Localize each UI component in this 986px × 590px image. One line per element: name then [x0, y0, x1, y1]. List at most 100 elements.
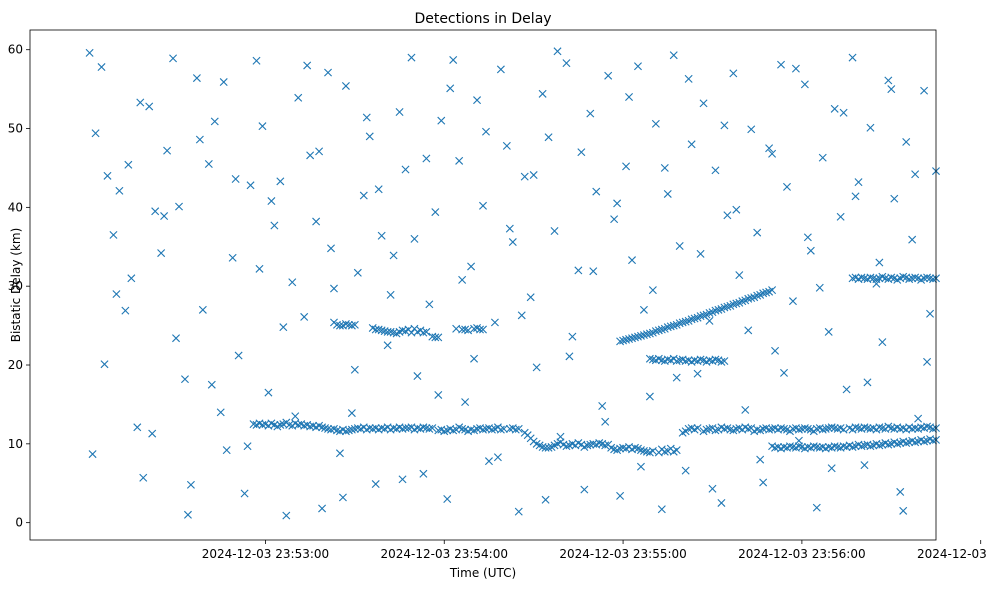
data-point [85, 48, 94, 57]
data-point [803, 233, 812, 242]
data-point [818, 153, 827, 162]
data-point [648, 286, 657, 295]
data-point [711, 355, 720, 364]
data-point [729, 300, 738, 309]
data-point [806, 246, 815, 255]
data-point [902, 137, 911, 146]
data-point [875, 423, 884, 432]
data-point [490, 318, 499, 327]
data-point [759, 289, 768, 298]
data-point [705, 308, 714, 317]
data-point [660, 447, 669, 456]
data-point [723, 302, 732, 311]
data-point [160, 212, 169, 221]
data-point [592, 187, 601, 196]
data-point [899, 272, 908, 281]
data-point [216, 408, 225, 417]
data-point [347, 409, 356, 418]
x-tick-label: 2024-12-03 23:55:00 [559, 547, 686, 561]
data-point [672, 357, 681, 366]
data-point [267, 197, 276, 206]
data-point [496, 65, 505, 74]
data-point [172, 334, 181, 343]
data-point [127, 274, 136, 283]
data-point [777, 60, 786, 69]
data-point [645, 354, 654, 363]
data-point [481, 127, 490, 136]
data-point [374, 185, 383, 194]
data-point [562, 59, 571, 68]
data-point [112, 290, 121, 299]
data-point [300, 312, 309, 321]
data-point [419, 469, 428, 478]
data-point [777, 424, 786, 433]
data-point [335, 449, 344, 458]
plot-area [30, 30, 936, 540]
data-point [91, 129, 100, 138]
data-point [443, 495, 452, 503]
x-axis-title: Time (UTC) [449, 566, 516, 580]
data-point [633, 62, 642, 71]
data-point [651, 119, 660, 128]
data-point [428, 424, 437, 433]
data-point [455, 156, 464, 165]
data-point [470, 354, 479, 363]
data-point [526, 293, 535, 302]
data-point [824, 424, 833, 433]
data-point [532, 363, 541, 372]
data-point [541, 495, 550, 504]
data-point [875, 441, 884, 450]
data-point [371, 480, 380, 489]
data-point [744, 424, 753, 433]
data-point [425, 424, 434, 433]
data-point [675, 319, 684, 328]
data-point [765, 144, 774, 153]
data-point [505, 224, 514, 233]
data-point [508, 238, 517, 247]
data-point [476, 325, 485, 334]
data-point [836, 212, 845, 221]
data-point [696, 249, 705, 258]
data-point [458, 275, 467, 284]
data-point [744, 326, 753, 335]
data-point [762, 288, 771, 297]
data-point [851, 423, 860, 432]
y-tick-label: 40 [8, 200, 23, 214]
data-point [875, 258, 884, 267]
data-point [791, 64, 800, 73]
data-point [431, 208, 440, 217]
data-point [920, 437, 929, 446]
data-point [720, 357, 729, 366]
data-point [335, 321, 344, 330]
data-point [210, 117, 219, 126]
data-point [115, 186, 124, 195]
data-point [207, 380, 216, 389]
data-point [893, 439, 902, 448]
data-point [228, 253, 237, 262]
data-point [902, 439, 911, 448]
data-point [827, 464, 836, 473]
data-point [696, 355, 705, 364]
data-point [401, 165, 410, 174]
data-point [738, 297, 747, 306]
data-point [723, 211, 732, 220]
data-point [863, 424, 872, 433]
data-point [407, 53, 416, 62]
data-point [198, 305, 207, 314]
data-point [550, 227, 559, 235]
data-point [422, 327, 431, 336]
data-point [914, 414, 923, 423]
data-point [276, 177, 285, 186]
data-point [350, 320, 359, 329]
data-point [657, 325, 666, 334]
data-point [270, 221, 279, 230]
y-axis-ticks: 0 10 20 30 40 50 60 [8, 43, 30, 530]
data-point [878, 424, 887, 433]
data-point [720, 121, 729, 130]
data-point [666, 322, 675, 331]
data-point [362, 113, 371, 122]
data-point [449, 55, 458, 64]
data-point [544, 133, 553, 142]
data-point [103, 171, 112, 180]
y-tick-label: 30 [8, 279, 23, 293]
